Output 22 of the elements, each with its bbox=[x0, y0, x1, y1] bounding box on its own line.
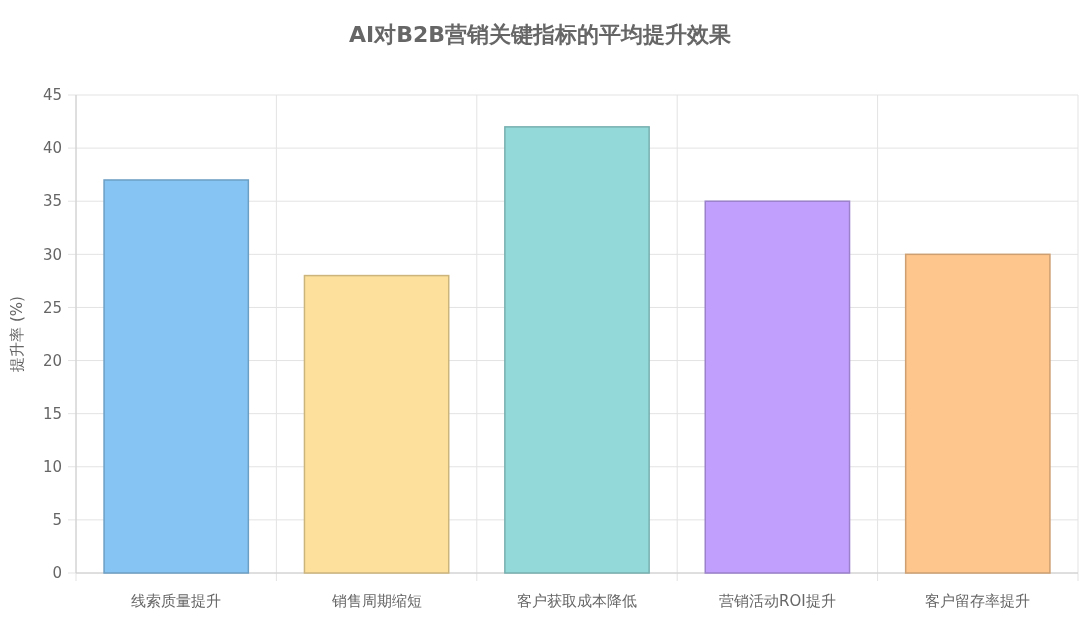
y-tick-label: 25 bbox=[42, 298, 62, 317]
y-tick-label: 35 bbox=[42, 192, 62, 211]
y-tick-label: 30 bbox=[42, 245, 62, 264]
x-tick-label: 客户留存率提升 bbox=[925, 592, 1031, 610]
x-tick-label: 线索质量提升 bbox=[131, 592, 222, 610]
y-tick-label: 5 bbox=[52, 511, 62, 530]
x-tick-label: 销售周期缩短 bbox=[330, 592, 422, 610]
y-tick-label: 20 bbox=[42, 351, 62, 370]
y-axis-title: 提升率 (%) bbox=[8, 296, 26, 372]
bar bbox=[303, 274, 450, 574]
bar bbox=[704, 200, 851, 574]
y-tick-label: 10 bbox=[42, 458, 62, 477]
y-tick-label: 45 bbox=[42, 86, 62, 105]
x-tick-label: 营销活动ROI提升 bbox=[719, 592, 836, 610]
y-tick-label: 40 bbox=[42, 139, 62, 158]
bar bbox=[103, 179, 250, 574]
bar bbox=[904, 253, 1051, 574]
bar bbox=[504, 126, 650, 574]
chart-title: AI对B2B营销关键指标的平均提升效果 bbox=[348, 22, 733, 47]
y-tick-label: 0 bbox=[52, 564, 62, 583]
x-tick-label: 客户获取成本降低 bbox=[517, 592, 637, 610]
y-tick-label: 15 bbox=[42, 404, 62, 423]
